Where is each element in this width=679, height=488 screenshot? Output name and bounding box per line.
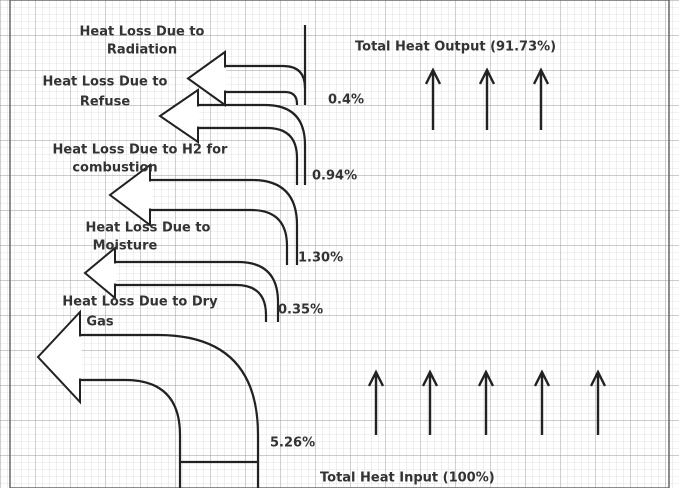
loss-percentage: 0.94% bbox=[312, 169, 357, 184]
input-arrows bbox=[367, 369, 607, 435]
loss-label: Heat Loss Due to bbox=[80, 25, 205, 40]
loss-band bbox=[198, 103, 307, 185]
frame bbox=[9, 0, 670, 488]
loss-percentage: 5.26% bbox=[270, 436, 315, 451]
loss-band bbox=[150, 178, 299, 265]
loss-label: Moisture bbox=[93, 239, 158, 254]
input-label: Total Heat Input (100%) bbox=[320, 471, 495, 486]
loss-percentage: 0.35% bbox=[278, 303, 323, 318]
loss-label: Heat Loss Due to Dry bbox=[62, 295, 218, 310]
loss-band bbox=[80, 333, 260, 462]
loss-band bbox=[115, 260, 280, 322]
loss-label: Heat Loss Due to H2 for bbox=[53, 143, 229, 158]
loss-label: combustion bbox=[72, 161, 157, 176]
loss-flows: Heat Loss Due to Radiation 0.4% Heat Loss D… bbox=[36, 25, 364, 462]
loss-percentage: 0.4% bbox=[328, 93, 364, 108]
loss-label: Radiation bbox=[107, 43, 177, 58]
loss-label: Gas bbox=[86, 315, 113, 330]
output-arrows bbox=[424, 67, 550, 130]
loss-label: Heat Loss Due to bbox=[86, 221, 211, 236]
input-stream bbox=[178, 460, 260, 488]
loss-label: Refuse bbox=[80, 95, 130, 110]
loss-label: Heat Loss Due to bbox=[43, 75, 168, 90]
output-label: Total Heat Output (91.73%) bbox=[355, 40, 556, 55]
loss-percentage: 1.30% bbox=[298, 251, 343, 266]
